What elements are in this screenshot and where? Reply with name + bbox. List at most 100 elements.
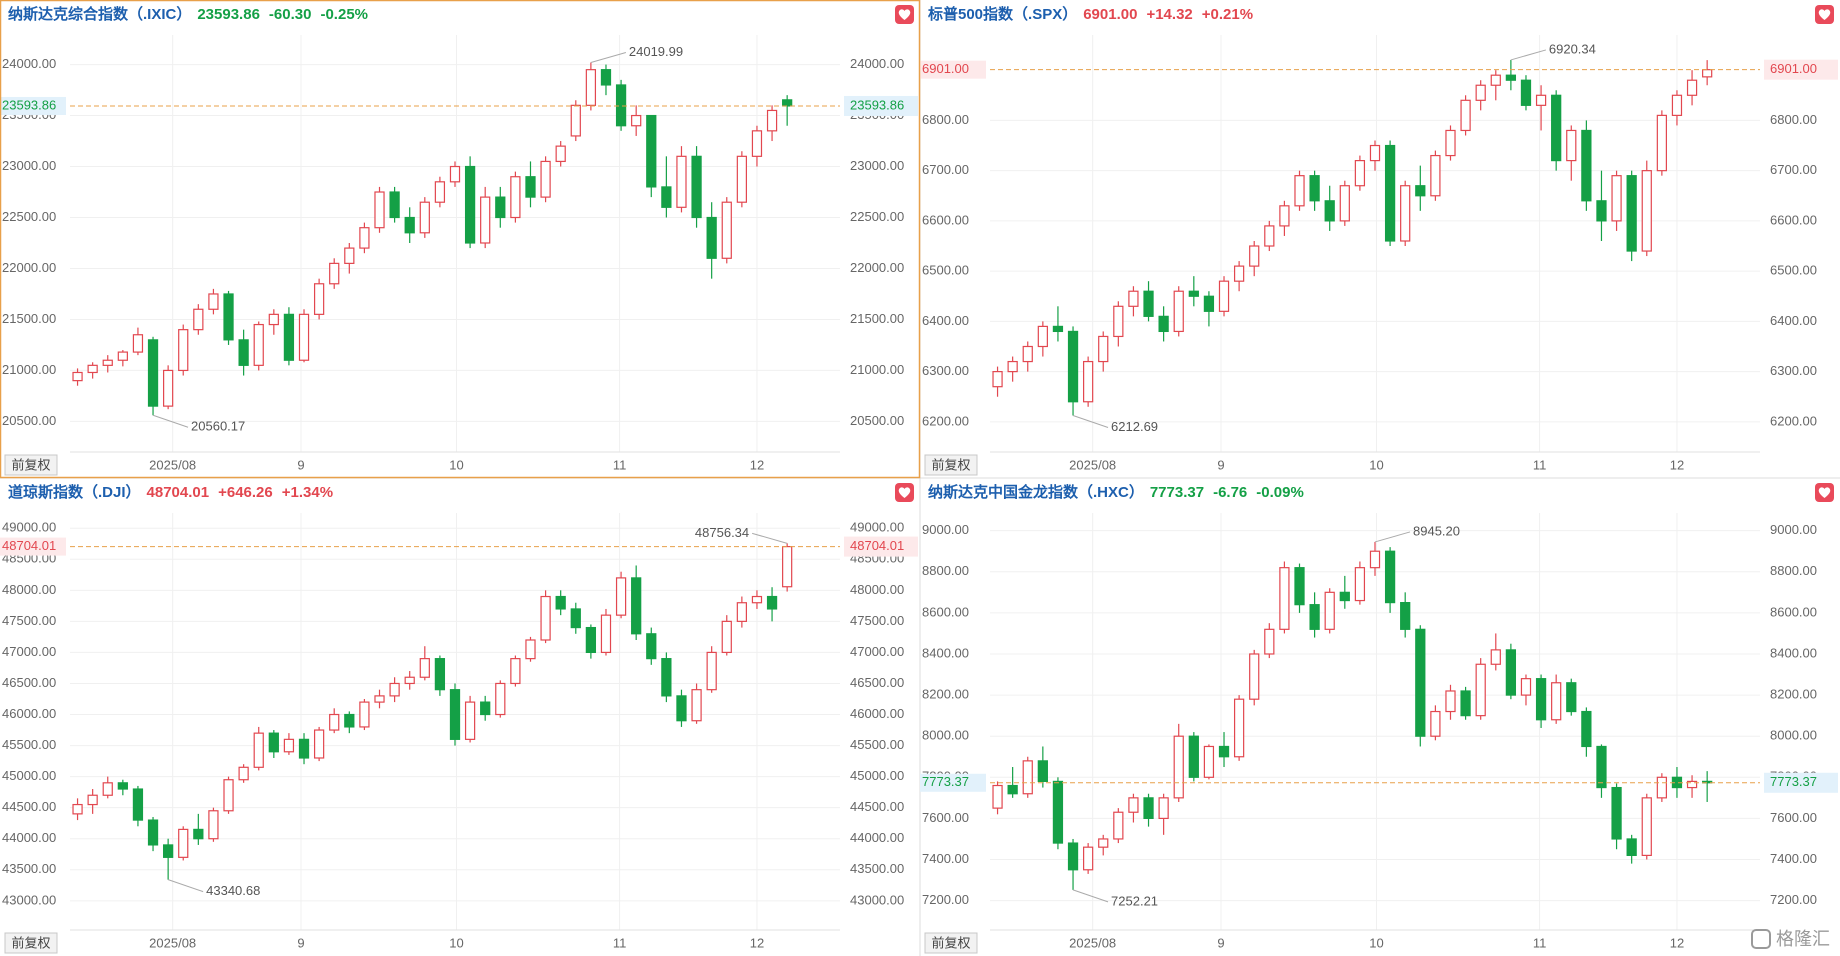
candle-body: [1098, 838, 1109, 848]
candle-body: [676, 695, 687, 722]
adjust-button[interactable]: 前复权: [924, 932, 978, 954]
candle-body: [1233, 265, 1245, 282]
y2-tick-label: 45500.00: [850, 737, 904, 752]
candle-body: [1249, 653, 1260, 700]
quote-text: +0.21%: [1202, 6, 1253, 23]
y-tick-label: 47500.00: [2, 613, 56, 628]
candle-body: [1249, 245, 1260, 267]
candle-body: [283, 313, 295, 361]
candle-body: [1052, 780, 1064, 844]
y-tick-label: 6600.00: [922, 212, 969, 227]
x-tick-label: 9: [297, 935, 304, 950]
candle-body: [1611, 786, 1622, 840]
candle-body: [540, 160, 551, 198]
candle-body: [751, 130, 763, 157]
candle-body: [1415, 628, 1426, 737]
candle-body: [1067, 842, 1079, 871]
candle-body: [313, 283, 325, 315]
candle-body: [178, 329, 189, 372]
candle-body: [313, 729, 325, 759]
annotation-leader: [590, 52, 627, 64]
quote-text: +1.34%: [282, 484, 333, 501]
quote-text: 23593.86: [197, 6, 260, 23]
candle-body: [1626, 838, 1637, 856]
candle-body: [1581, 710, 1592, 748]
y-tick-label: 6700.00: [922, 162, 969, 177]
favorite-icon: [1818, 487, 1831, 498]
candle-body: [615, 577, 627, 616]
candle-body: [1022, 345, 1033, 363]
candle-body: [540, 595, 551, 641]
adjust-button[interactable]: 前复权: [924, 454, 978, 476]
candle-body: [1551, 682, 1562, 721]
candle-body: [1083, 846, 1094, 871]
candle-body: [1566, 682, 1577, 713]
candle-body: [102, 782, 113, 796]
y2-tick-label: 6300.00: [1770, 363, 1817, 378]
chart-title: 标普500指数（.SPX）: [927, 5, 1077, 23]
candle-body: [117, 782, 128, 790]
candle-body: [1324, 200, 1335, 222]
candle-body: [1535, 678, 1547, 721]
candle-body: [751, 595, 763, 604]
adjust-button[interactable]: 前复权: [4, 932, 58, 954]
candle-body: [1203, 745, 1215, 778]
y-tick-label: 22500.00: [2, 209, 56, 224]
favorite-button[interactable]: [895, 483, 914, 502]
candle-body: [404, 676, 415, 685]
candle-body: [132, 788, 144, 821]
candle-body: [782, 545, 793, 588]
y2-tick-label: 48000.00: [850, 582, 904, 597]
candle-body: [419, 201, 430, 234]
candle-body: [359, 227, 370, 249]
y2-tick-label: 20500.00: [850, 413, 904, 428]
candle-body: [298, 738, 310, 759]
annotation-label: 24019.99: [629, 44, 683, 59]
y2-tick-label: 44000.00: [850, 830, 904, 845]
candle-body: [1052, 325, 1064, 333]
annotation-label: 6920.34: [1549, 41, 1596, 56]
candle-body: [570, 104, 581, 137]
x-tick-label: 10: [449, 457, 463, 472]
y-tick-label: 6500.00: [922, 263, 969, 278]
quote-text: -60.30: [269, 6, 312, 23]
candle-body: [1173, 735, 1184, 799]
candle-body: [1656, 114, 1667, 172]
candle-body: [1022, 760, 1033, 795]
candle-body: [1128, 797, 1139, 813]
candle-body: [1475, 84, 1486, 101]
favorite-button[interactable]: [1815, 5, 1834, 24]
candle-body: [691, 689, 702, 722]
favorite-button[interactable]: [895, 5, 914, 24]
adjust-button-label: 前复权: [931, 457, 970, 472]
candle-body: [344, 247, 355, 264]
y2-tick-label: 9000.00: [1770, 522, 1817, 537]
adjust-button[interactable]: 前复权: [4, 454, 58, 476]
candle-body: [1143, 797, 1154, 820]
candle-body: [1566, 129, 1577, 162]
favorite-icon: [1818, 9, 1831, 20]
candle-body: [1702, 780, 1713, 784]
candle-body: [1686, 780, 1698, 789]
x-tick-label: 9: [1217, 935, 1224, 950]
candle-body: [223, 293, 234, 341]
y-tick-label: 44000.00: [2, 830, 56, 845]
y2-tick-label: 23000.00: [850, 158, 904, 173]
y-tick-label: 6300.00: [922, 363, 969, 378]
candle-body: [117, 351, 128, 361]
watermark-logo: [1751, 929, 1771, 949]
x-tick-label: 2025/08: [149, 935, 196, 950]
candle-body: [585, 69, 597, 106]
x-tick-label: 2025/08: [149, 457, 196, 472]
y2-tick-label: 6500.00: [1770, 263, 1817, 278]
candle-body: [1671, 94, 1683, 116]
y2-tick-label: 22000.00: [850, 260, 904, 275]
x-tick-label: 2025/08: [1069, 457, 1116, 472]
x-tick-label: 11: [1533, 935, 1547, 950]
candle-body: [1233, 698, 1245, 758]
favorite-button[interactable]: [1815, 483, 1834, 502]
candle-body: [1520, 79, 1532, 106]
candle-body: [1143, 290, 1154, 317]
y-tick-label: 6400.00: [922, 313, 969, 328]
y2-tick-label: 43500.00: [850, 861, 904, 876]
